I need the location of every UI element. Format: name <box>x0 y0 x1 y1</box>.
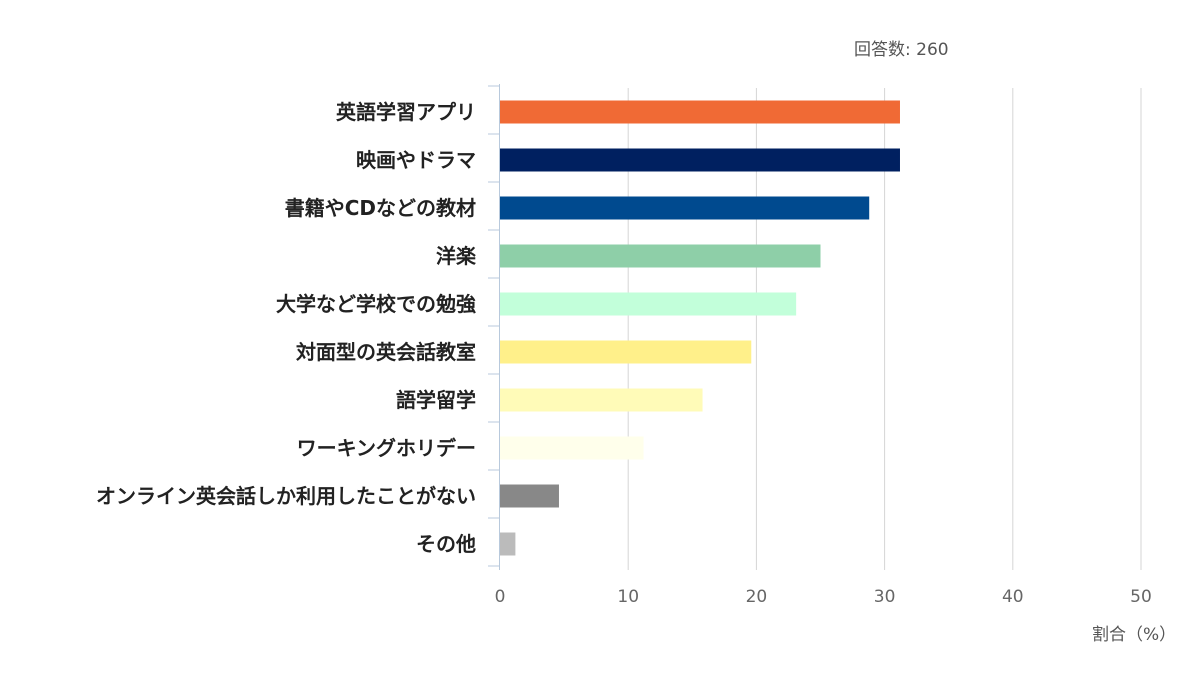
bar <box>500 100 900 124</box>
x-tick-label: 30 <box>874 587 896 607</box>
x-tick-label: 40 <box>1002 587 1024 607</box>
bar <box>500 244 821 268</box>
category-label: 書籍やCDなどの教材 <box>285 196 476 220</box>
response-count-note: 回答数: 260 <box>854 40 949 60</box>
category-label: ワーキングホリデー <box>297 436 476 460</box>
category-label: その他 <box>416 532 476 556</box>
x-tick-label: 50 <box>1130 587 1152 607</box>
category-label: 対面型の英会話教室 <box>295 340 476 364</box>
category-label: オンライン英会話しか利用したことがない <box>96 484 476 508</box>
bar <box>500 436 644 460</box>
x-tick-label: 0 <box>495 587 506 607</box>
bar <box>500 388 703 412</box>
bar <box>500 196 870 220</box>
category-label: 大学など学校での勉強 <box>276 292 476 316</box>
bar <box>500 340 752 364</box>
bar <box>500 532 516 556</box>
x-tick-label: 10 <box>617 587 639 607</box>
axis-layer <box>488 84 500 570</box>
category-label: 英語学習アプリ <box>336 100 476 124</box>
bar-layer <box>500 100 900 556</box>
x-tick-label: 20 <box>746 587 768 607</box>
category-label: 映画やドラマ <box>356 148 476 172</box>
bar <box>500 292 797 316</box>
label-layer: 0 10 20 30 40 50 英語学習アプリ映画やドラマ書籍やCDなどの教材洋楽大学など… <box>96 100 1152 607</box>
x-axis-title: 割合（%） <box>1092 625 1176 645</box>
bar <box>500 484 559 508</box>
category-label: 語学留学 <box>396 388 476 412</box>
category-label: 洋楽 <box>436 244 477 268</box>
bar <box>500 148 900 172</box>
